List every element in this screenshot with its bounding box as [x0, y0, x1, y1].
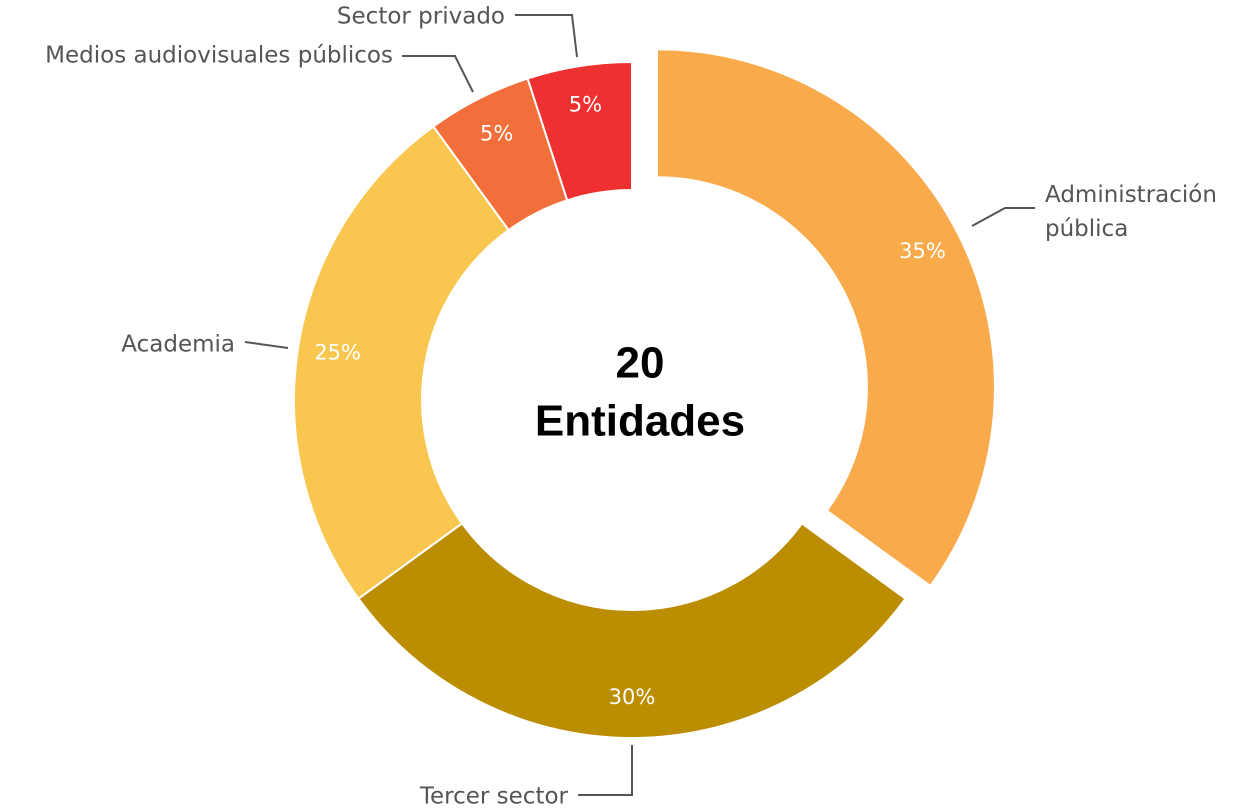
donut-slice — [655, 48, 996, 588]
donut-slice — [293, 125, 510, 601]
slice-value-label: 5% — [569, 93, 602, 117]
category-label: Academia — [121, 332, 235, 358]
slice-value-label: 35% — [899, 239, 946, 263]
leader-line — [971, 207, 1035, 227]
leader-line — [244, 341, 289, 349]
center-total: 20 — [616, 339, 665, 388]
category-label: Administración pública — [1045, 182, 1217, 242]
leader-line — [515, 14, 578, 58]
donut-slice — [526, 60, 633, 202]
donut-slice — [431, 77, 569, 232]
slice-value-label: 30% — [609, 685, 656, 709]
category-label: Medios audiovisuales públicos — [45, 43, 393, 69]
leader-line — [402, 55, 474, 93]
slice-value-label: 25% — [314, 340, 361, 364]
leader-line — [578, 745, 633, 796]
category-label: Tercer sector — [419, 784, 569, 810]
donut-slice — [357, 522, 907, 739]
category-label: Sector privado — [337, 4, 505, 30]
center-label: Entidades — [535, 397, 745, 446]
slice-value-label: 5% — [480, 121, 513, 145]
